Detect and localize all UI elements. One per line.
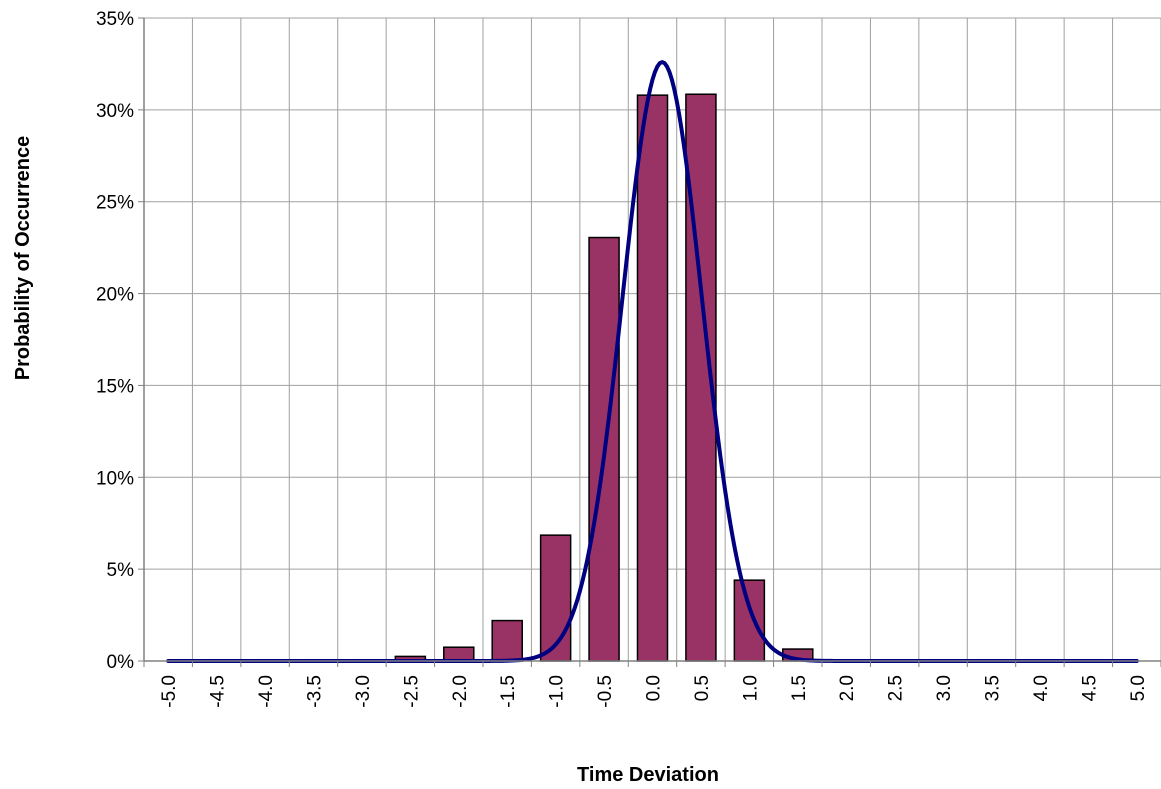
x-tick-label: -5.0 [159,675,180,708]
x-tick-label: 3.5 [983,675,1004,701]
axes [138,17,1161,667]
y-tick-label: 0% [107,652,135,673]
y-tick-label: 15% [96,376,134,397]
x-tick-label: 0.5 [692,675,713,701]
tick-labels: 0% 5% 10% 15% 20% 25% 30% 35% -5.0 -4.5 -4.0 -3.5 -3… [96,9,1149,708]
grid [144,17,1161,661]
bar [733,579,766,662]
x-axis-title: Time Deviation [577,764,719,786]
x-tick-label: -3.5 [305,675,326,708]
x-tick-label: -1.5 [498,675,519,708]
x-tick-label: 2.5 [886,675,907,701]
x-tick-label: -4.0 [256,675,277,708]
x-tick-label: -3.0 [353,675,374,708]
x-tick-label: 3.0 [934,675,955,701]
x-tick-label: -0.5 [595,675,616,708]
x-tick-label: 4.0 [1031,675,1052,701]
bar [636,94,669,662]
bar-series [346,93,862,662]
x-tick-label: -4.5 [208,675,229,708]
x-tick-label: -1.0 [547,675,568,708]
y-tick-label: 25% [96,193,134,214]
x-tick-label: 2.0 [837,675,858,701]
x-tick-label: 1.5 [789,675,810,701]
y-tick-label: 30% [96,101,134,122]
bar [491,619,523,662]
y-tick-label: 35% [96,9,134,30]
bar [539,534,572,662]
x-tick-label: -2.0 [450,675,471,708]
x-tick-label: 0.0 [644,675,665,701]
x-tick-label: 1.0 [740,675,761,701]
y-axis-title: Probability of Occurrence [12,136,34,381]
y-tick-label: 20% [96,285,134,306]
y-tick-label: 10% [96,468,134,489]
x-tick-label: -2.5 [401,675,422,708]
y-tick-label: 5% [107,560,135,581]
x-tick-label: 5.0 [1128,675,1149,701]
x-tick-label: 4.5 [1079,675,1100,701]
bar [443,646,475,662]
